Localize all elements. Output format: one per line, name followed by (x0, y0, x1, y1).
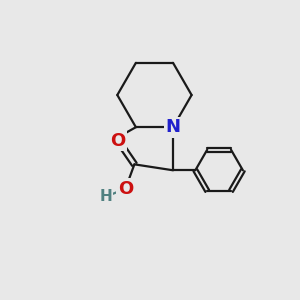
Text: O: O (110, 132, 126, 150)
Text: N: N (166, 118, 181, 136)
Text: O: O (118, 180, 133, 198)
Text: H: H (99, 189, 112, 204)
